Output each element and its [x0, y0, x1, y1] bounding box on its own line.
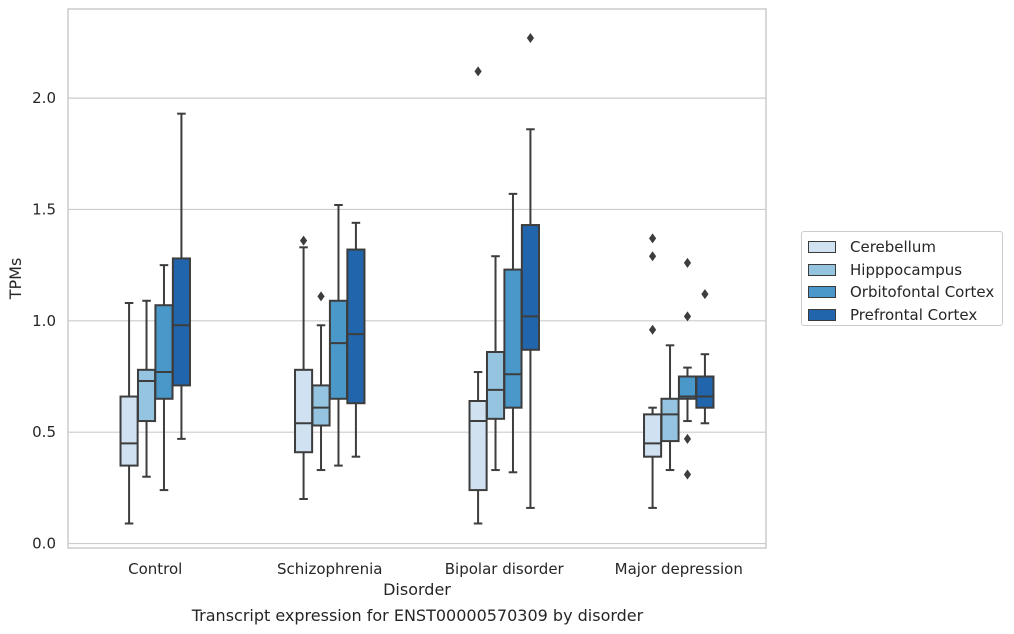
chart-caption: Transcript expression for ENST0000057030…	[191, 606, 644, 625]
legend-item: Orbitofontal Cortex	[808, 281, 1002, 304]
box	[677, 375, 698, 400]
outlier-point	[648, 233, 657, 244]
legend-item: Hipppocampus	[808, 259, 1002, 282]
box	[294, 368, 314, 454]
y-tick-label: 0.0	[32, 535, 56, 553]
outlier-point	[648, 324, 657, 335]
x-tick-label: Bipolar disorder	[445, 560, 565, 578]
legend-label: Hipppocampus	[850, 260, 963, 279]
y-axis-label: TPMs	[6, 258, 25, 301]
legend-label: Prefrontal Cortex	[850, 305, 978, 324]
legend-swatch	[808, 263, 836, 276]
box	[119, 395, 139, 467]
outlier-point	[683, 433, 692, 444]
legend-label: Cerebellum	[850, 238, 936, 257]
outlier-point	[701, 289, 709, 300]
box	[328, 299, 349, 400]
legend-swatch	[808, 308, 836, 321]
box	[468, 400, 488, 492]
y-tick-label: 0.5	[32, 423, 56, 441]
box	[503, 268, 523, 409]
outlier-point	[317, 291, 325, 302]
outlier-point	[683, 469, 692, 480]
box	[346, 248, 366, 405]
outlier-point	[683, 257, 692, 268]
x-tick-label: Major depression	[615, 560, 743, 578]
y-tick-label: 2.0	[32, 89, 56, 107]
box	[660, 397, 680, 443]
legend-item: Prefrontal Cortex	[808, 304, 1002, 327]
x-tick-label: Control	[128, 560, 182, 578]
box	[695, 375, 715, 409]
x-tick-label: Schizophrenia	[277, 560, 382, 578]
box	[136, 368, 157, 423]
legend-label: Orbitofontal Cortex	[850, 283, 995, 302]
legend-swatch	[808, 286, 836, 299]
box	[643, 413, 663, 458]
legend-swatch	[808, 241, 836, 254]
legend: Cerebellum Hipppocampus Orbitofontal Corte…	[801, 231, 1003, 326]
outlier-point	[648, 251, 657, 262]
plot-frame	[67, 8, 767, 549]
box	[311, 384, 331, 427]
y-tick-label: 1.5	[32, 200, 56, 218]
box	[520, 224, 540, 351]
box	[485, 351, 506, 420]
y-tick-label: 1.0	[32, 312, 56, 330]
outlier-point	[526, 32, 535, 43]
box	[154, 304, 174, 400]
x-axis-label: Disorder	[383, 580, 451, 599]
box	[171, 257, 191, 387]
legend-item: Cerebellum	[808, 236, 1002, 259]
outlier-point	[299, 235, 308, 246]
outlier-point	[474, 66, 482, 77]
outlier-point	[683, 311, 692, 322]
